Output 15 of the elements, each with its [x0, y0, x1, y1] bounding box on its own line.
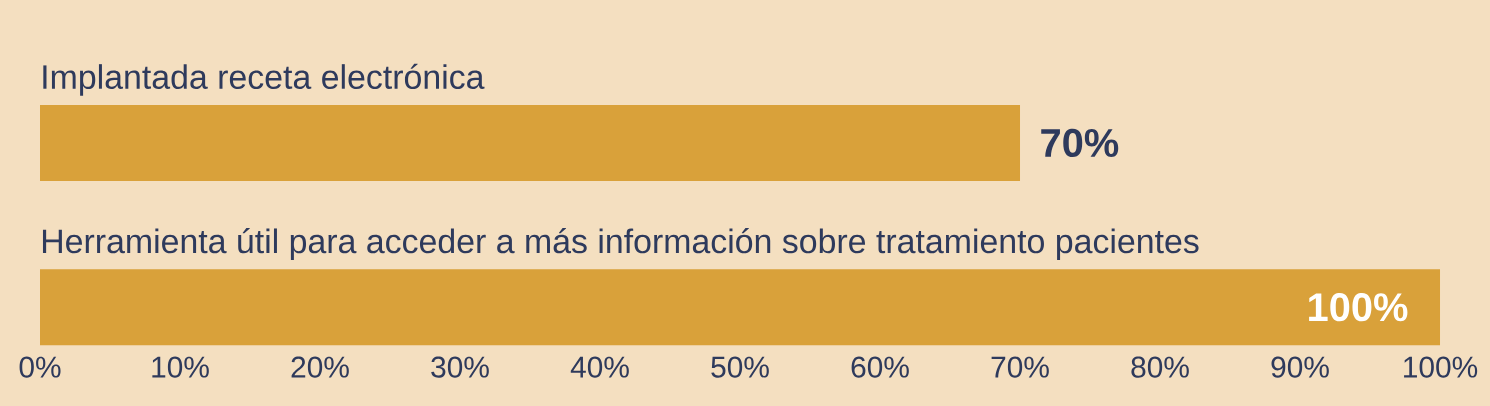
- x-tick-label: 70%: [991, 356, 1049, 378]
- data-label: 70%: [1041, 128, 1119, 158]
- x-tick-label: 30%: [431, 356, 489, 378]
- x-tick-label: 50%: [711, 356, 769, 378]
- x-tick-label: 100%: [1404, 356, 1478, 378]
- x-tick-label: 20%: [291, 356, 349, 378]
- x-tick-label: 60%: [851, 356, 909, 378]
- x-tick-label: 10%: [152, 356, 209, 378]
- x-tick-label: 80%: [1131, 356, 1189, 378]
- x-tick-label: 0%: [19, 356, 61, 378]
- x-tick-label: 90%: [1271, 356, 1329, 378]
- x-tick-label: 40%: [570, 356, 629, 378]
- data-label: 100%: [1309, 293, 1408, 322]
- y-tick-label: Implantada receta electrónica: [43, 63, 485, 96]
- y-tick-label: Herramienta útil para acceder a más información sobre tratamiento pacientes: [42, 228, 1199, 261]
